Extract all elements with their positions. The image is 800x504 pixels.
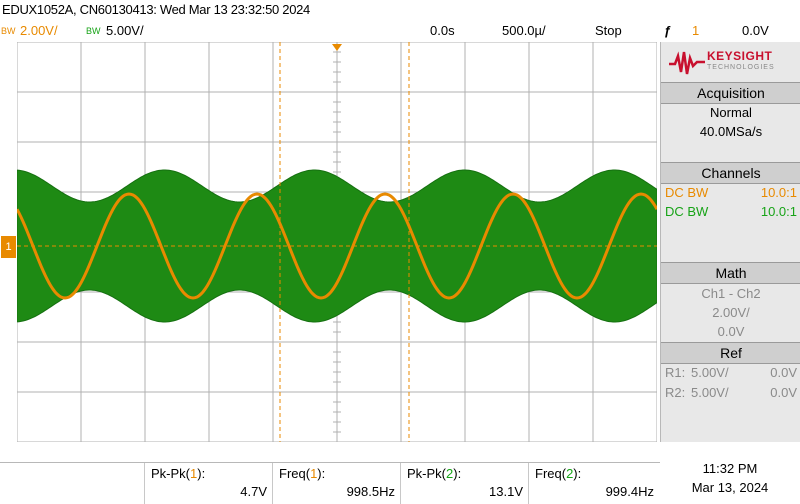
time-delay[interactable]: 0.0s <box>430 23 455 38</box>
ch1-waveform <box>17 192 657 300</box>
time-scale[interactable]: 500.0µ/ <box>502 23 546 38</box>
keysight-wave-icon <box>669 51 705 75</box>
ch1-scale[interactable]: 2.00V/ <box>20 23 58 38</box>
channel-2-row[interactable]: DC BW 10.0:1 <box>665 204 797 219</box>
ch2-scale[interactable]: 5.00V/ <box>106 23 144 38</box>
channel-2-probe: 10.0:1 <box>760 204 797 219</box>
math-offset: 0.0V <box>717 324 745 339</box>
trigger-edge-icon: ƒ <box>664 23 672 38</box>
measurement-bar: Pk-Pk(1): 4.7V Freq(1): 998.5Hz Pk-Pk(2)… <box>0 462 660 504</box>
measurement-label: Freq(1): <box>279 466 326 481</box>
ch2-bw-label: BW <box>86 26 101 36</box>
measurement-label: Pk-Pk(2): <box>407 466 462 481</box>
measurement-freq-ch1[interactable]: Freq(1): 998.5Hz <box>272 463 401 504</box>
acquisition-mode: Normal <box>710 105 752 120</box>
ref-header[interactable]: Ref <box>661 342 800 364</box>
ref-2-scale: 5.00V/ <box>691 385 729 400</box>
waveform-graticule <box>17 42 657 442</box>
channel-1-probe: 10.0:1 <box>760 185 797 200</box>
measurement-label: Freq(2): <box>535 466 582 481</box>
ch1-bw-label: BW <box>1 26 16 36</box>
ch1-ground-marker[interactable]: 1 <box>1 236 16 258</box>
trigger-level[interactable]: 0.0V <box>742 23 769 38</box>
keysight-logo: KEYSIGHT TECHNOLOGIES <box>661 42 800 82</box>
clock-time: 11:32 PM <box>702 461 758 476</box>
channel-1-row[interactable]: DC BW 10.0:1 <box>665 185 797 200</box>
trigger-channel[interactable]: 1 <box>692 23 700 38</box>
logo-name: KEYSIGHT <box>707 49 773 63</box>
measurement-pkpk-ch1[interactable]: Pk-Pk(1): 4.7V <box>144 463 273 504</box>
math-expression: Ch1 - Ch2 <box>701 286 761 301</box>
ref-1-offset: 0.0V <box>770 365 797 380</box>
ch2-waveform <box>17 169 657 323</box>
ref-1-scale: 5.00V/ <box>691 365 729 380</box>
measurement-value: 999.4Hz <box>605 484 654 499</box>
run-state[interactable]: Stop <box>595 23 622 38</box>
measurement-value: 13.1V <box>489 484 523 499</box>
measurement-value: 4.7V <box>240 484 267 499</box>
ref-1-row[interactable]: R1: 5.00V/ 0.0V <box>665 365 797 380</box>
measurement-freq-ch2[interactable]: Freq(2): 999.4Hz <box>528 463 660 504</box>
ref-2-row[interactable]: R2: 5.00V/ 0.0V <box>665 385 797 400</box>
side-panel: KEYSIGHT TECHNOLOGIES Acquisition Normal… <box>660 42 800 442</box>
measurement-label: Pk-Pk(1): <box>151 466 206 481</box>
math-header[interactable]: Math <box>661 262 800 284</box>
measurement-value: 998.5Hz <box>346 484 395 499</box>
window-title: EDUX1052A, CN60130413: Wed Mar 13 23:32:… <box>2 2 310 17</box>
status-bar: BW 2.00V/ BW 5.00V/ 0.0s 500.0µ/ Stop ƒ … <box>0 20 800 42</box>
ref-2-label: R2: <box>665 385 686 400</box>
channel-2-coupling: DC BW <box>665 204 709 219</box>
acquisition-header[interactable]: Acquisition <box>661 82 800 104</box>
channels-header[interactable]: Channels <box>661 162 800 184</box>
trigger-position-marker[interactable] <box>332 44 342 51</box>
ref-2-offset: 0.0V <box>770 385 797 400</box>
ref-1-label: R1: <box>665 365 686 380</box>
clock-date: Mar 13, 2024 <box>691 480 769 495</box>
channel-1-coupling: DC BW <box>665 185 709 200</box>
math-scale: 2.00V/ <box>712 305 750 320</box>
acquisition-rate: 40.0MSa/s <box>699 124 763 139</box>
waveform-display[interactable] <box>17 42 657 442</box>
clock: 11:32 PM Mar 13, 2024 <box>660 458 800 503</box>
logo-sub: TECHNOLOGIES <box>707 64 775 71</box>
measurement-pkpk-ch2[interactable]: Pk-Pk(2): 13.1V <box>400 463 529 504</box>
